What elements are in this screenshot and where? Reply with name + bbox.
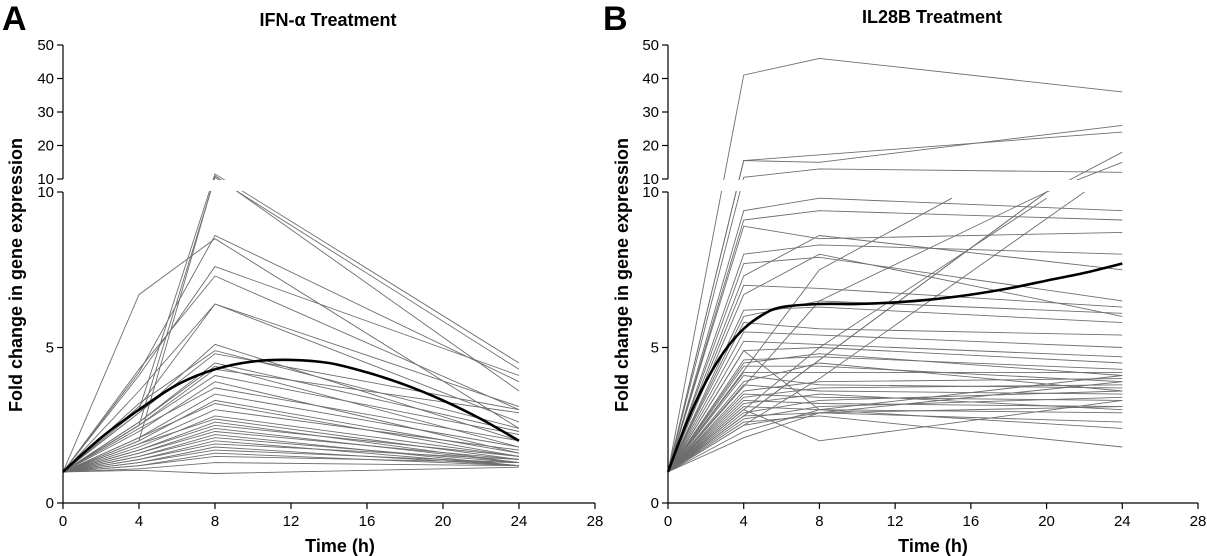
y-tick-label-upper: 20 <box>642 138 659 155</box>
gene-series-line <box>62 303 520 473</box>
gene-series-line <box>667 362 1123 473</box>
gene-series-line <box>62 424 520 473</box>
x-tick-label: 12 <box>887 513 904 530</box>
mean-trend-line <box>62 358 520 473</box>
gene-series-line <box>667 197 1123 473</box>
x-tick-label: 4 <box>740 513 748 530</box>
gene-series-line-upper <box>667 168 1123 473</box>
gene-series-line <box>667 406 1123 473</box>
gene-series-line <box>667 210 1123 473</box>
gene-series-line <box>667 235 1123 473</box>
y-tick-label-lower: 0 <box>651 495 659 512</box>
chart-title-il28b: IL28B Treatment <box>862 7 1002 27</box>
y-tick-label-upper: 10 <box>37 171 54 188</box>
x-tick-label: 8 <box>211 513 219 530</box>
y-tick-label-lower: 5 <box>46 340 54 357</box>
gene-series-line <box>62 387 520 473</box>
gene-series-line <box>667 393 1123 473</box>
panel-letter-a: A <box>2 0 27 38</box>
y-tick-label-upper: 30 <box>37 104 54 121</box>
gene-series-line <box>667 256 1123 473</box>
x-tick-label: 0 <box>59 513 67 530</box>
gene-series-line <box>62 234 520 473</box>
gene-series-line <box>62 266 520 473</box>
gene-series-line <box>667 396 1123 473</box>
gene-series-line-upper <box>62 173 520 473</box>
x-tick-label: 24 <box>511 513 528 530</box>
gene-series-line <box>667 365 1123 473</box>
gene-series-line <box>667 244 1123 473</box>
gene-series-line <box>62 418 520 473</box>
x-tick-label: 12 <box>283 513 300 530</box>
gene-series-line-upper <box>667 131 1123 473</box>
gene-series-line-upper <box>667 191 1085 473</box>
gene-series-line-upper <box>667 57 1123 472</box>
gene-series-line <box>62 381 520 473</box>
y-tick-label-upper: 40 <box>37 71 54 88</box>
gene-series-line <box>62 365 520 473</box>
gene-series-line-upper <box>667 197 953 473</box>
gene-series-line-upper <box>667 161 1123 473</box>
x-tick-label: 24 <box>1114 513 1131 530</box>
axis-break-gap <box>669 180 1199 191</box>
gene-series-line <box>667 225 1123 473</box>
y-tick-label-lower: 10 <box>37 184 54 201</box>
x-tick-label: 16 <box>359 513 376 530</box>
y-tick-label-lower: 0 <box>46 495 54 512</box>
y-tick-label-upper: 50 <box>642 37 659 54</box>
y-tick-label-upper: 30 <box>642 104 659 121</box>
panel-letter-b: B <box>603 0 628 38</box>
gene-series-line-upper <box>62 176 520 473</box>
axis-break-gap <box>64 180 596 191</box>
mean-trend-line <box>666 262 1123 473</box>
x-tick-label: 4 <box>135 513 143 530</box>
y-tick-label-upper: 50 <box>37 37 54 54</box>
gene-series-line <box>62 466 520 474</box>
gene-series-line <box>667 384 1123 473</box>
x-tick-label: 8 <box>815 513 823 530</box>
gene-series-line <box>667 331 1123 473</box>
x-tick-label: 0 <box>664 513 672 530</box>
gene-series-line-upper <box>62 174 520 473</box>
gene-series-line <box>62 275 520 473</box>
gene-series-line <box>62 431 520 473</box>
gene-series-line <box>62 462 520 473</box>
gene-series-line <box>62 449 520 473</box>
x-axis-title-b: Time (h) <box>898 536 968 556</box>
x-tick-label: 20 <box>435 513 452 530</box>
gene-series-line <box>667 300 1123 473</box>
y-tick-label-upper: 40 <box>642 71 659 88</box>
gene-series-line <box>667 390 1123 473</box>
x-tick-label: 28 <box>1190 513 1207 530</box>
gene-series-line <box>667 353 1123 473</box>
gene-series-line <box>62 238 520 473</box>
y-tick-label-lower: 10 <box>642 184 659 201</box>
gene-series-line <box>667 322 1123 473</box>
gene-series-line <box>62 455 520 473</box>
gene-series-line <box>62 437 520 473</box>
gene-series-line <box>667 406 1123 473</box>
gene-series-line <box>667 340 1123 473</box>
x-tick-label: 20 <box>1038 513 1055 530</box>
x-tick-label: 28 <box>587 513 604 530</box>
panel-ifn-alpha: A IFN-α Treatment Time (h) Fold change i… <box>2 0 603 556</box>
y-tick-label-upper: 20 <box>37 138 54 155</box>
gene-series-line <box>62 353 520 473</box>
gene-series-line <box>667 375 1123 473</box>
gene-series-line <box>667 378 1123 473</box>
panel-il28b: B IL28B Treatment Time (h) Fold change i… <box>603 0 1206 556</box>
gene-series-line <box>62 443 520 473</box>
gene-series-line-upper <box>667 191 1047 473</box>
y-axis-title-a: Fold change in gene expression <box>6 138 26 412</box>
gene-series-line <box>667 284 1123 473</box>
gene-series-line <box>667 393 1123 473</box>
y-axis-title-b: Fold change in gene expression <box>612 138 632 412</box>
chart-title-ifn-alpha: IFN-α Treatment <box>259 10 396 30</box>
x-tick-label: 16 <box>963 513 980 530</box>
x-axis-title-a: Time (h) <box>305 536 375 556</box>
y-tick-label-lower: 5 <box>651 340 659 357</box>
y-tick-label-upper: 10 <box>642 171 659 188</box>
